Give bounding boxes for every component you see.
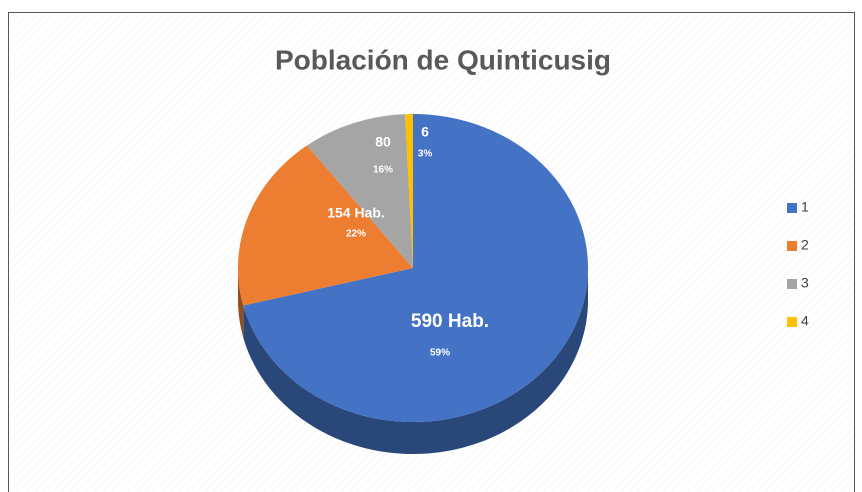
- legend-swatch: [787, 203, 797, 213]
- legend-label: 3: [801, 275, 809, 291]
- pie-sides: [238, 268, 588, 454]
- percent-label: 22%: [346, 229, 366, 240]
- data-label: 590 Hab.: [411, 311, 489, 332]
- legend-swatch: [787, 241, 797, 251]
- legend-label: 1: [801, 199, 809, 215]
- legend-label: 2: [801, 237, 809, 253]
- percent-label: 59%: [430, 348, 450, 359]
- data-label: 154 Hab.: [327, 205, 385, 221]
- pie-slice: [243, 114, 588, 422]
- pie-slice: [405, 114, 413, 268]
- legend: 1 2 3 4: [787, 199, 809, 329]
- data-label: 80: [375, 134, 391, 150]
- data-label: 6: [421, 124, 429, 140]
- pie-tops: [238, 114, 588, 422]
- legend-swatch: [787, 317, 797, 327]
- chart-title: Población de Quinticusig: [275, 44, 611, 75]
- pie-slice-side: [238, 268, 244, 338]
- pie-slice-side: [243, 268, 588, 454]
- legend-swatch: [787, 279, 797, 289]
- legend-label: 4: [801, 313, 809, 329]
- pie-slice: [306, 114, 413, 268]
- pie-slice: [238, 145, 413, 306]
- pie-labels: 590 Hab. 59% 154 Hab. 22% 80 16% 6 3%: [327, 124, 489, 359]
- percent-label: 16%: [373, 165, 393, 176]
- percent-label: 3%: [418, 149, 433, 160]
